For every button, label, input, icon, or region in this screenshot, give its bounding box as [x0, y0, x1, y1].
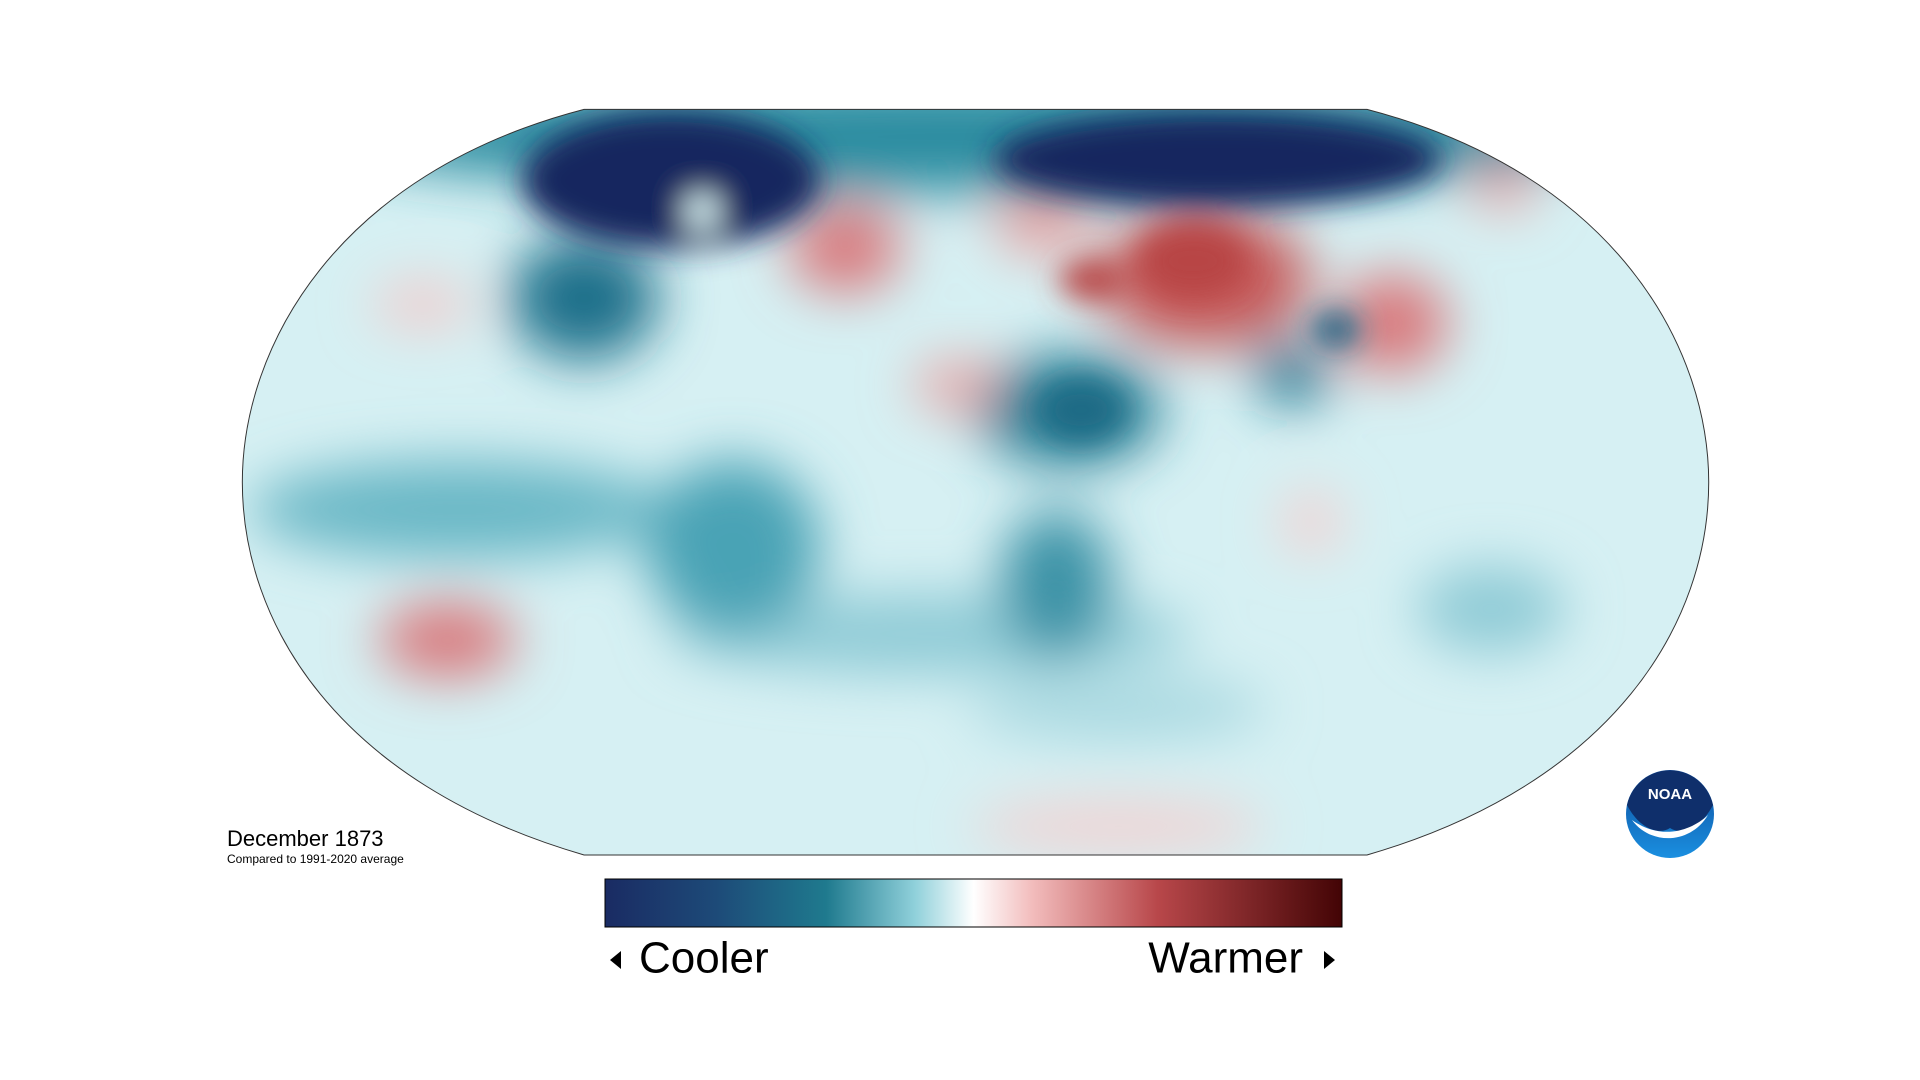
cooler-arrow — [610, 951, 621, 969]
color-bar — [604, 878, 1343, 928]
noaa-logo: NOAA — [1626, 770, 1714, 858]
map-title: December 1873 — [227, 826, 384, 851]
map-outline — [241, 108, 1710, 856]
cooler-label: Cooler — [639, 934, 769, 983]
map-subtitle: Compared to 1991-2020 average — [227, 852, 404, 866]
warmer-label: Warmer — [1148, 934, 1303, 983]
anomaly-map — [242, 109, 1709, 855]
warmer-arrow — [1324, 951, 1335, 969]
logo-text: NOAA — [1648, 786, 1692, 803]
